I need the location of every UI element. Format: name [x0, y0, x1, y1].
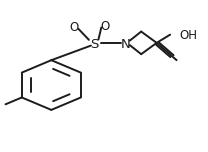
Text: O: O: [69, 21, 79, 34]
Text: O: O: [100, 20, 110, 33]
Text: S: S: [90, 38, 99, 51]
Text: OH: OH: [180, 29, 197, 42]
Text: N: N: [121, 38, 131, 51]
